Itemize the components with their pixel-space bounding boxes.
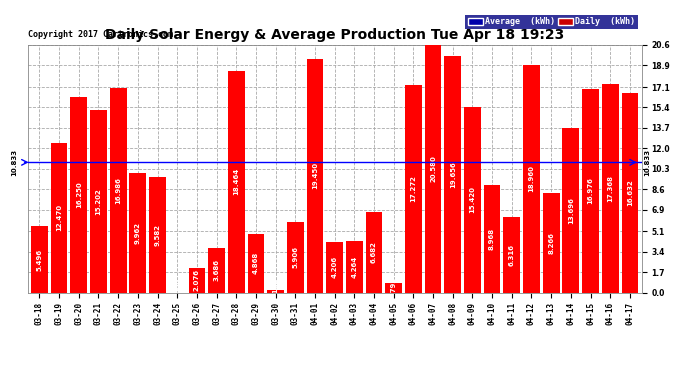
Bar (562, 128, 579, 292)
Text: 5.496: 5.496 (37, 248, 42, 270)
Text: 8.968: 8.968 (489, 228, 495, 250)
Text: 4.868: 4.868 (253, 252, 259, 274)
Bar (543, 193, 560, 292)
Text: 15.202: 15.202 (95, 188, 101, 214)
Text: 19.656: 19.656 (450, 161, 456, 188)
Bar (51, 142, 68, 292)
Text: 8.266: 8.266 (548, 232, 554, 254)
Bar (287, 222, 304, 292)
Text: 16.632: 16.632 (627, 179, 633, 206)
Text: 16.986: 16.986 (115, 177, 121, 204)
Bar (484, 185, 500, 292)
Title: Daily Solar Energy & Average Production Tue Apr 18 19:23: Daily Solar Energy & Average Production … (105, 28, 564, 42)
Bar (504, 217, 520, 292)
Text: 4.264: 4.264 (351, 256, 357, 278)
Bar (208, 248, 225, 292)
Text: 2.076: 2.076 (194, 269, 200, 291)
Bar (405, 85, 422, 292)
Text: 4.206: 4.206 (332, 256, 337, 278)
Bar (90, 110, 107, 292)
Bar (31, 226, 48, 292)
Bar (267, 290, 284, 292)
Bar (582, 88, 599, 292)
Legend: Average  (kWh), Daily  (kWh): Average (kWh), Daily (kWh) (465, 15, 638, 28)
Text: 16.976: 16.976 (587, 177, 593, 204)
Text: 5.906: 5.906 (293, 246, 298, 268)
Bar (444, 56, 461, 292)
Text: 13.696: 13.696 (568, 197, 574, 223)
Text: 0.792: 0.792 (391, 277, 397, 299)
Text: 6.682: 6.682 (371, 242, 377, 263)
Text: 18.960: 18.960 (529, 165, 535, 192)
Bar (523, 65, 540, 292)
Bar (306, 59, 324, 292)
Text: 20.580: 20.580 (430, 155, 436, 182)
Bar (326, 242, 343, 292)
Text: 6.316: 6.316 (509, 243, 515, 266)
Text: 0.192: 0.192 (273, 278, 279, 300)
Text: 10.833: 10.833 (644, 149, 651, 176)
Bar (464, 107, 481, 292)
Text: 3.686: 3.686 (213, 260, 219, 281)
Bar (248, 234, 264, 292)
Bar (228, 70, 244, 292)
Text: 19.450: 19.450 (312, 162, 318, 189)
Text: 16.250: 16.250 (76, 182, 82, 208)
Bar (602, 84, 618, 292)
Bar (70, 97, 87, 292)
Text: 17.368: 17.368 (607, 175, 613, 202)
Text: 18.464: 18.464 (233, 168, 239, 195)
Text: Copyright 2017 Cartronics.com: Copyright 2017 Cartronics.com (28, 30, 172, 39)
Text: 10.833: 10.833 (11, 149, 17, 176)
Bar (188, 267, 205, 292)
Bar (346, 241, 363, 292)
Text: 12.470: 12.470 (56, 204, 62, 231)
Text: 17.272: 17.272 (411, 175, 416, 202)
Bar (385, 283, 402, 292)
Bar (425, 45, 442, 292)
Text: 9.582: 9.582 (155, 224, 161, 246)
Bar (149, 177, 166, 292)
Text: 15.420: 15.420 (469, 186, 475, 213)
Bar (366, 212, 382, 292)
Bar (110, 88, 126, 292)
Bar (622, 93, 638, 292)
Text: 0.000: 0.000 (174, 278, 180, 300)
Text: 9.962: 9.962 (135, 222, 141, 244)
Bar (130, 173, 146, 292)
